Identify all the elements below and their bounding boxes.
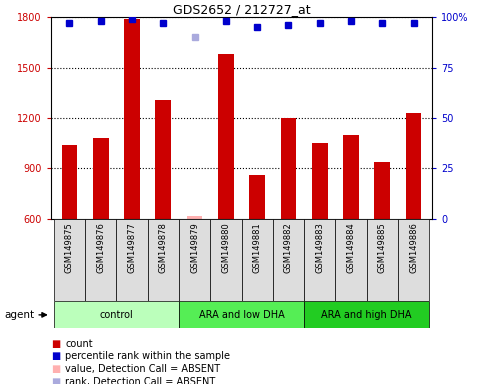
Bar xyxy=(304,301,429,328)
Bar xyxy=(54,219,85,301)
Bar xyxy=(148,219,179,301)
Bar xyxy=(179,301,304,328)
Bar xyxy=(93,138,109,219)
Bar xyxy=(210,219,242,301)
Text: GSM149875: GSM149875 xyxy=(65,222,74,273)
Text: GSM149879: GSM149879 xyxy=(190,222,199,273)
Text: ■: ■ xyxy=(51,377,60,384)
Bar xyxy=(156,99,171,219)
Text: control: control xyxy=(99,310,133,320)
Bar xyxy=(124,19,140,219)
Text: GSM149882: GSM149882 xyxy=(284,222,293,273)
Bar xyxy=(374,162,390,219)
Text: ARA and low DHA: ARA and low DHA xyxy=(199,310,284,320)
Text: GSM149877: GSM149877 xyxy=(128,222,137,273)
Bar xyxy=(116,219,148,301)
Bar xyxy=(85,219,116,301)
Bar xyxy=(367,219,398,301)
Text: GSM149886: GSM149886 xyxy=(409,222,418,273)
Bar xyxy=(312,143,327,219)
Text: ARA and high DHA: ARA and high DHA xyxy=(321,310,412,320)
Text: agent: agent xyxy=(5,310,35,320)
Text: GSM149885: GSM149885 xyxy=(378,222,387,273)
Text: GSM149876: GSM149876 xyxy=(96,222,105,273)
Text: GSM149883: GSM149883 xyxy=(315,222,324,273)
Bar xyxy=(218,54,234,219)
Text: percentile rank within the sample: percentile rank within the sample xyxy=(65,351,230,361)
Bar xyxy=(281,118,296,219)
Text: value, Detection Call = ABSENT: value, Detection Call = ABSENT xyxy=(65,364,220,374)
Text: GSM149884: GSM149884 xyxy=(346,222,355,273)
Bar xyxy=(304,219,335,301)
Bar xyxy=(249,175,265,219)
Bar xyxy=(335,219,367,301)
Bar xyxy=(62,145,77,219)
Title: GDS2652 / 212727_at: GDS2652 / 212727_at xyxy=(173,3,310,16)
Text: GSM149878: GSM149878 xyxy=(159,222,168,273)
Bar xyxy=(398,219,429,301)
Text: rank, Detection Call = ABSENT: rank, Detection Call = ABSENT xyxy=(65,377,215,384)
Bar xyxy=(343,135,359,219)
Bar xyxy=(273,219,304,301)
Text: GSM149880: GSM149880 xyxy=(221,222,230,273)
Text: count: count xyxy=(65,339,93,349)
Bar xyxy=(187,215,202,219)
Bar xyxy=(242,219,273,301)
Bar xyxy=(179,219,210,301)
Text: ■: ■ xyxy=(51,351,60,361)
Text: GSM149881: GSM149881 xyxy=(253,222,262,273)
Text: ■: ■ xyxy=(51,364,60,374)
Bar xyxy=(406,113,421,219)
Bar xyxy=(54,301,179,328)
Text: ■: ■ xyxy=(51,339,60,349)
